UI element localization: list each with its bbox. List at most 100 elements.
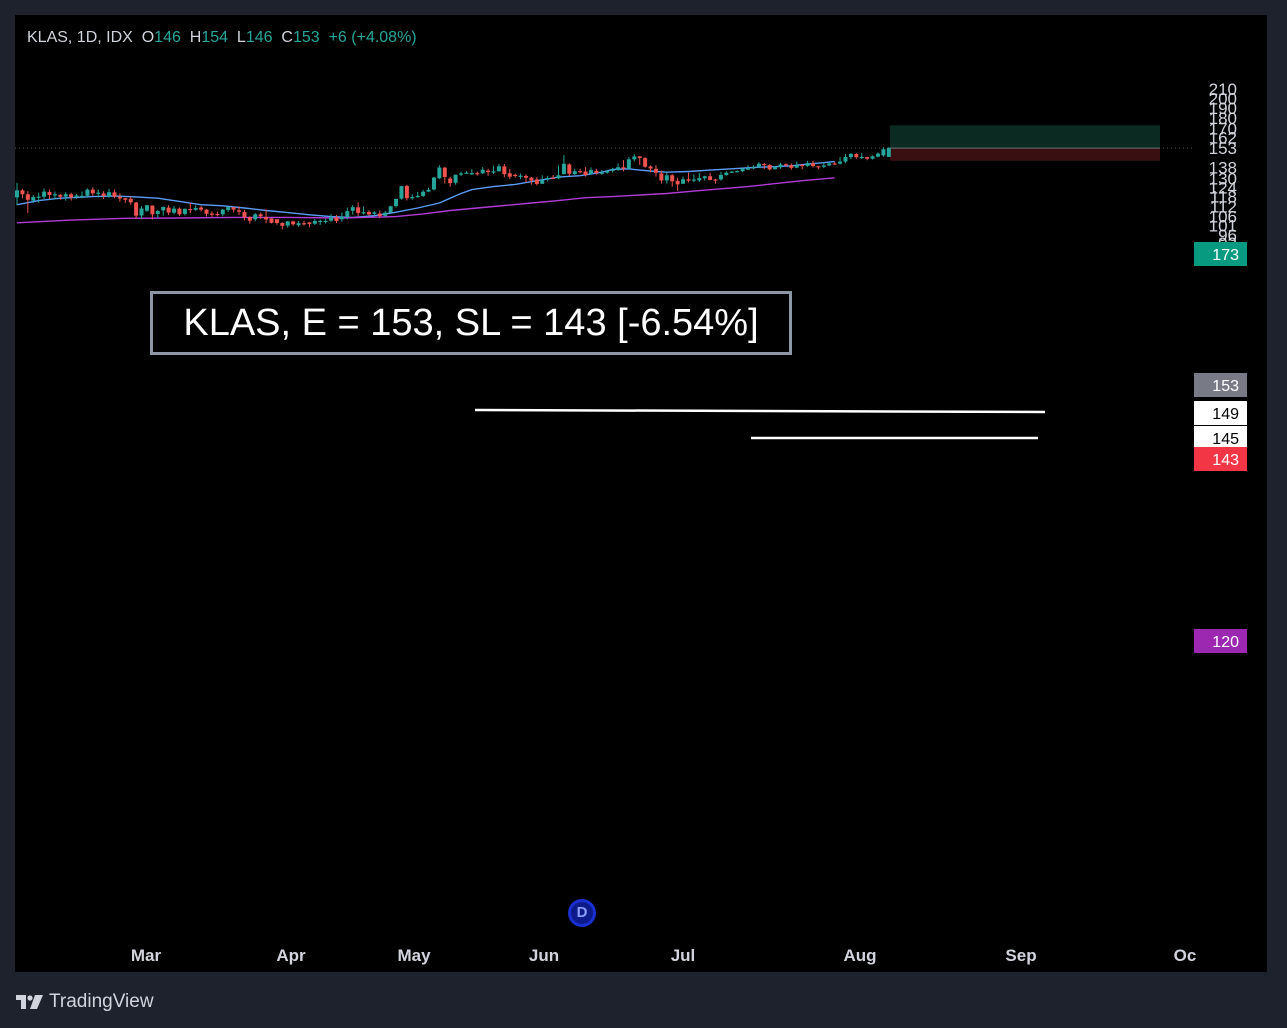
candle-body bbox=[626, 159, 631, 169]
candle-bull bbox=[572, 168, 577, 175]
time-tick-label: Apr bbox=[276, 946, 306, 965]
candle-body bbox=[464, 172, 469, 174]
candle-bear bbox=[594, 168, 599, 175]
candle-bear bbox=[377, 210, 382, 219]
candle-body bbox=[296, 223, 301, 226]
price-tick-label: 153 bbox=[1209, 139, 1237, 158]
candle-body bbox=[415, 195, 420, 198]
candle-bear bbox=[188, 202, 193, 214]
candle-body bbox=[518, 175, 523, 177]
candle-bear bbox=[865, 156, 870, 161]
candle-body bbox=[410, 197, 415, 199]
position-zones bbox=[890, 125, 1160, 161]
candle-body bbox=[686, 179, 691, 181]
candle-bull bbox=[718, 171, 723, 181]
candle-body bbox=[20, 190, 25, 195]
price-badge-label: 149 bbox=[1212, 406, 1239, 423]
candle-bull bbox=[172, 206, 177, 215]
candle-body bbox=[101, 193, 106, 196]
legend-open-label: O bbox=[141, 29, 155, 46]
candle-body bbox=[269, 218, 274, 223]
candle-body bbox=[139, 208, 144, 216]
candle-bull bbox=[773, 165, 778, 170]
candle-body bbox=[31, 197, 36, 201]
candle-body bbox=[242, 212, 247, 218]
price-chart[interactable]: 2102001901801701621531381301241181121061… bbox=[15, 15, 1267, 972]
candle-bull bbox=[79, 191, 84, 199]
candle-body bbox=[307, 222, 312, 224]
candle-body bbox=[177, 208, 182, 215]
candle-bear bbox=[783, 163, 788, 167]
dividend-marker[interactable]: D bbox=[568, 899, 596, 927]
price-badge-box bbox=[1194, 242, 1247, 266]
candle-bull bbox=[361, 206, 366, 215]
candle-body bbox=[870, 156, 875, 159]
candle-body bbox=[805, 163, 810, 166]
legend-change: +6 (+4.08%) bbox=[328, 29, 417, 46]
candle-bear bbox=[475, 171, 480, 176]
candle-body bbox=[128, 198, 133, 203]
price-tick-label: 106 bbox=[1209, 208, 1237, 227]
candle-body bbox=[182, 208, 187, 214]
price-badge-143: 143 bbox=[1194, 447, 1247, 471]
candle-body bbox=[215, 213, 220, 216]
candle-body bbox=[231, 207, 236, 210]
candle-bull bbox=[805, 160, 810, 167]
candle-bear bbox=[670, 173, 675, 187]
candle-body bbox=[588, 170, 593, 174]
candle-body bbox=[453, 174, 458, 183]
candle-body bbox=[329, 217, 334, 221]
price-badge-145: 145 bbox=[1194, 426, 1247, 450]
candle-bull bbox=[875, 152, 880, 158]
candle-body bbox=[69, 194, 74, 198]
footer: TradingView bbox=[15, 988, 154, 1016]
candle-body bbox=[58, 194, 63, 197]
price-badge-box bbox=[1194, 447, 1247, 471]
trade-annotation[interactable]: KLAS, E = 153, SL = 143 [-6.54%] bbox=[150, 291, 792, 355]
candle-body bbox=[507, 173, 512, 177]
candle-bear bbox=[258, 212, 263, 220]
candle-bull bbox=[724, 171, 729, 176]
tradingview-brand[interactable]: TradingView bbox=[49, 991, 154, 1012]
time-tick-label: Oc bbox=[1174, 946, 1197, 965]
candle-body bbox=[767, 164, 772, 170]
candle-bull bbox=[545, 175, 550, 182]
candle-bull bbox=[556, 165, 561, 180]
candle-body bbox=[421, 191, 426, 196]
candle-bear bbox=[242, 210, 247, 221]
candle-body bbox=[718, 174, 723, 180]
chart-area[interactable]: 210 200 190 180 170 162 153 138 130 124 118 112 106 1… bbox=[15, 15, 1267, 972]
candle-body bbox=[383, 212, 388, 216]
price-tick-label: 210 bbox=[1209, 80, 1237, 99]
price-badge-120: 120 bbox=[1194, 629, 1247, 653]
candle-body bbox=[96, 192, 101, 194]
candle-bear bbox=[675, 177, 680, 191]
candle-bear bbox=[832, 161, 837, 165]
candle-bear bbox=[507, 168, 512, 180]
price-badge-box bbox=[1194, 401, 1247, 425]
candle-bull bbox=[459, 171, 464, 176]
stop-zone bbox=[890, 148, 1160, 161]
candle-body bbox=[740, 168, 745, 172]
candles bbox=[15, 146, 891, 230]
candle-bull bbox=[881, 147, 886, 157]
candle-body bbox=[751, 166, 756, 169]
candle-bear bbox=[513, 173, 518, 178]
candle-body bbox=[74, 195, 79, 197]
candle-body bbox=[90, 189, 95, 194]
candle-body bbox=[556, 175, 561, 179]
candle-bull bbox=[886, 146, 891, 157]
price-tick-label: 96 bbox=[1218, 226, 1237, 245]
candle-body bbox=[144, 205, 149, 211]
candle-body bbox=[664, 175, 669, 181]
candle-body bbox=[47, 191, 52, 196]
candle-body bbox=[816, 166, 821, 168]
candle-body bbox=[789, 165, 794, 168]
candle-bear bbox=[816, 165, 821, 170]
candle-body bbox=[681, 179, 686, 184]
candle-body bbox=[155, 211, 160, 214]
candle-body bbox=[247, 217, 252, 221]
candle-body bbox=[659, 173, 664, 181]
candle-body bbox=[594, 170, 599, 173]
candle-body bbox=[285, 221, 290, 226]
